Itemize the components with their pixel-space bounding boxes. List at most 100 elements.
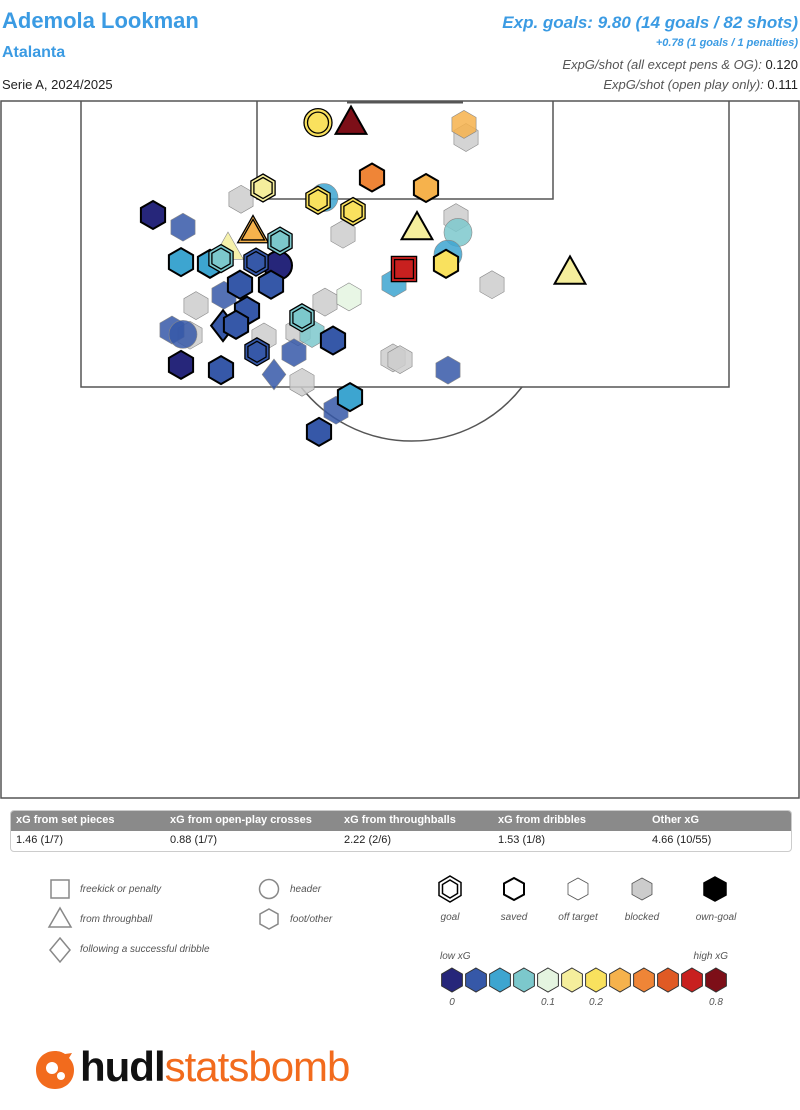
scale-tick-0-8: 0.8	[709, 997, 723, 1008]
shot-marker	[244, 337, 270, 367]
shot-marker	[435, 355, 461, 385]
shot-marker	[261, 358, 287, 391]
shot-marker	[358, 162, 386, 193]
six-yard-box	[256, 101, 554, 200]
scale-swatch	[705, 967, 727, 993]
header-circle-icon	[258, 878, 280, 900]
saved-outcome-icon	[503, 876, 525, 902]
xg-total: Exp. goals: 9.80 (14 goals / 82 shots)	[502, 13, 798, 32]
shot-marker	[319, 325, 347, 356]
shot-marker	[289, 367, 315, 397]
shot-marker	[330, 219, 356, 249]
shot-marker	[170, 212, 196, 242]
summary-header: xG from set pieces xG from open-play cro…	[11, 811, 791, 831]
xg-open-value: 0.111	[767, 77, 798, 92]
summary-value-crosses: 0.88 (1/7)	[170, 834, 218, 846]
shot-marker	[183, 291, 209, 320]
freekick-square-icon	[50, 879, 70, 899]
scale-swatch	[561, 967, 583, 993]
xg-color-scale	[441, 967, 727, 993]
scale-swatch	[633, 967, 655, 993]
shot-marker	[312, 287, 338, 317]
legend-foot-label: foot/other	[290, 914, 333, 925]
pitch-outline	[0, 100, 800, 799]
scale-swatch	[681, 967, 703, 993]
shot-marker	[333, 104, 369, 135]
scale-tick-0-1: 0.1	[541, 997, 555, 1008]
scale-swatch	[657, 967, 679, 993]
shot-marker	[390, 255, 418, 283]
shot-marker	[228, 184, 254, 214]
brand-logo: hudlstatsbomb	[32, 1043, 372, 1095]
legend-blocked-label: blocked	[625, 912, 660, 923]
shot-marker	[303, 108, 333, 138]
shot-marker	[289, 303, 315, 333]
shot-marker	[399, 209, 435, 241]
scale-tick-0: 0	[449, 997, 455, 1008]
summary-header-throughballs: xG from throughballs	[344, 814, 456, 826]
legend-freekick-label: freekick or penalty	[80, 884, 162, 895]
scale-swatch	[609, 967, 631, 993]
xg-per-shot: ExpG/shot (all except pens & OG): 0.120	[562, 57, 798, 72]
shot-marker	[139, 199, 167, 231]
shot-marker	[305, 185, 331, 215]
scale-swatch	[537, 967, 559, 993]
scale-high-label: high xG	[694, 951, 729, 962]
legend: freekick or penalty from throughball fol…	[47, 875, 737, 1008]
legend-off-target-label: off target	[558, 912, 599, 923]
shot-marker	[336, 381, 364, 413]
throughball-triangle-icon	[47, 906, 73, 928]
dribble-diamond-icon	[49, 936, 71, 964]
shot-marker	[267, 226, 293, 256]
off-target-outcome-icon	[567, 877, 589, 901]
scale-swatch	[441, 967, 463, 993]
pitch-lines	[0, 100, 800, 799]
legend-dribble-label: following a successful dribble	[80, 944, 210, 955]
summary-value-set-pieces: 1.46 (1/7)	[16, 834, 64, 846]
season-label: Serie A, 2024/2025	[2, 77, 113, 92]
own-goal-outcome-icon	[703, 876, 727, 902]
summary-value-other: 4.66 (10/55)	[652, 834, 712, 846]
legend-header-label: header	[290, 884, 322, 895]
brand-wordmark: hudlstatsbomb	[80, 1043, 351, 1091]
shot-marker	[281, 338, 307, 368]
player-name: Ademola Lookman	[2, 8, 199, 33]
summary-value-throughballs: 2.22 (2/6)	[344, 834, 392, 846]
shot-marker	[479, 270, 505, 300]
scale-swatch	[513, 967, 535, 993]
shot-map	[0, 100, 800, 799]
shot-marker	[412, 172, 440, 204]
shot-marker	[167, 246, 195, 278]
xg-per-shot-value: 0.120	[765, 57, 798, 72]
xg-open-label: ExpG/shot (open play only):	[603, 77, 764, 92]
scale-swatch	[465, 967, 487, 993]
summary-value-dribbles: 1.53 (1/8)	[498, 834, 546, 846]
foot-hexagon-icon	[259, 908, 279, 930]
scale-swatch	[585, 967, 607, 993]
legend-goal-label: goal	[441, 912, 461, 923]
legend-saved-label: saved	[501, 912, 528, 923]
summary-header-other: Other xG	[652, 814, 700, 826]
brand-statsbomb: statsbomb	[164, 1043, 351, 1090]
shot-marker	[451, 110, 477, 139]
shot-marker	[552, 254, 588, 285]
shot-marker	[207, 354, 235, 386]
shot-marker	[250, 173, 276, 203]
shot-marker	[168, 320, 198, 349]
summary-header-set-pieces: xG from set pieces	[16, 814, 115, 826]
team-name: Atalanta	[2, 44, 66, 61]
shot-marker	[336, 282, 362, 312]
shot-marker	[257, 269, 285, 300]
shot-marker	[432, 248, 460, 279]
shot-marker	[340, 196, 366, 227]
scale-low-label: low xG	[440, 951, 471, 962]
xg-summary-table: xG from set pieces xG from open-play cro…	[10, 810, 792, 852]
shot-marker	[208, 243, 234, 274]
shot-marker	[387, 345, 413, 374]
shot-marker	[236, 214, 270, 244]
shot-marker	[226, 269, 254, 300]
penalty-area	[80, 101, 730, 388]
shot-marker	[222, 309, 250, 340]
summary-header-crosses: xG from open-play crosses	[170, 814, 312, 826]
shot-marker	[167, 349, 195, 381]
